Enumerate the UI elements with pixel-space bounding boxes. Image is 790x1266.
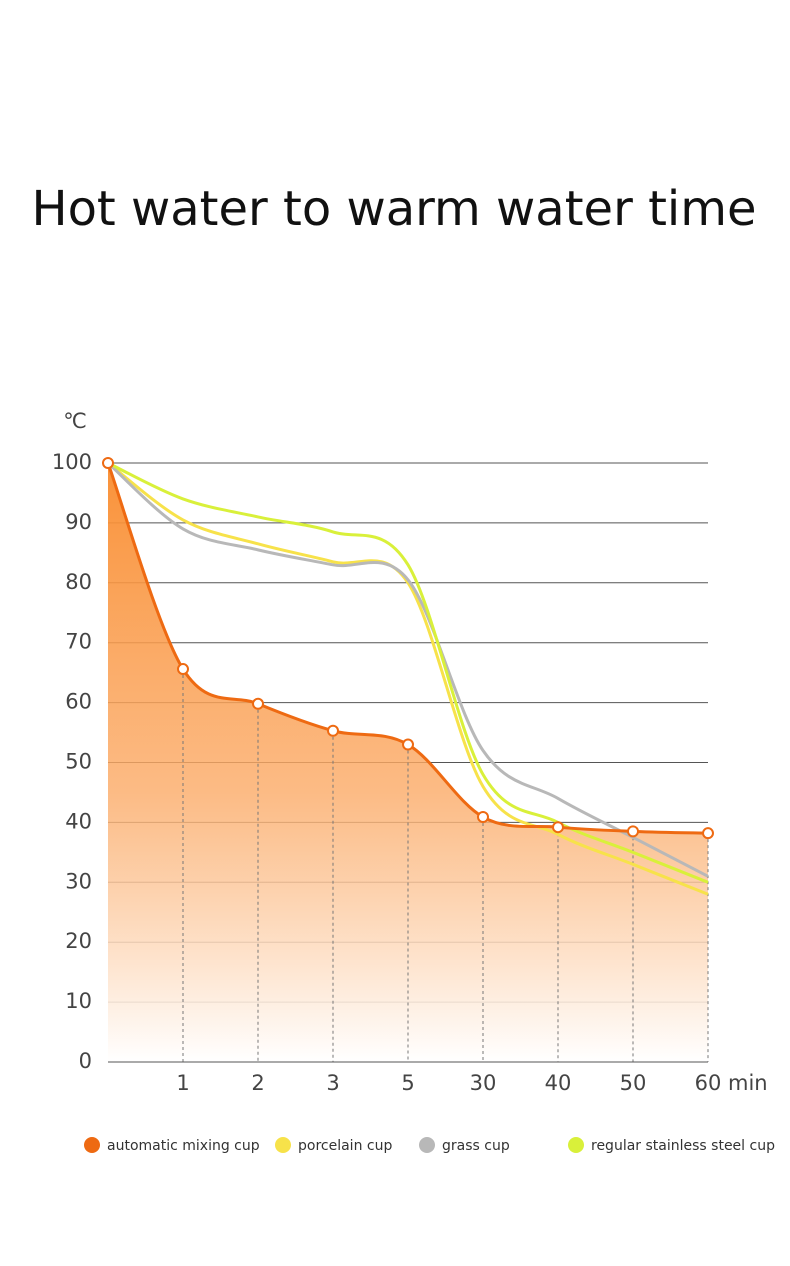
data-point [327,724,339,737]
series-line [107,461,709,896]
legend-label: porcelain cup [298,1138,392,1154]
y-tick-label: 80 [65,570,92,594]
data-point [102,457,114,469]
y-tick-label: 100 [52,450,92,474]
x-tick-label: 30 [470,1071,497,1095]
data-point [252,697,264,710]
series-line [107,461,709,884]
y-tick-label: 90 [65,510,92,534]
y-tick-label: 70 [65,630,92,654]
y-tick-label: 60 [65,690,92,714]
x-tick-label: 2 [251,1071,264,1095]
data-point [177,663,189,676]
legend-swatch [84,1137,100,1153]
y-tick-label: 50 [65,750,92,774]
y-tick-label: 40 [65,809,92,833]
legend-swatch [419,1137,435,1153]
x-tick-label: 5 [401,1071,414,1095]
x-tick-label: 50 [620,1071,647,1095]
series-line [107,461,709,878]
y-axis-label: ℃ [63,409,87,433]
legend-swatch [568,1137,584,1153]
data-point [627,825,639,838]
chart-title: Hot water to warm water time [31,181,756,237]
legend-label: automatic mixing cup [107,1138,260,1154]
y-tick-label: 10 [65,989,92,1013]
x-tick-label: 1 [176,1071,189,1095]
x-tick-label: 40 [545,1071,572,1095]
legend-swatch [275,1137,291,1153]
x-axis-label: min [728,1071,768,1095]
x-tick-label: 60 [695,1071,722,1095]
legend-label: grass cup [442,1138,510,1154]
data-point [552,821,564,834]
y-tick-label: 0 [79,1049,92,1073]
data-point [402,738,414,751]
x-tick-label: 3 [326,1071,339,1095]
data-point [477,811,489,824]
legend-label: regular stainless steel cup [591,1138,775,1154]
y-tick-label: 20 [65,929,92,953]
data-point [702,827,714,840]
y-tick-label: 30 [65,869,92,893]
